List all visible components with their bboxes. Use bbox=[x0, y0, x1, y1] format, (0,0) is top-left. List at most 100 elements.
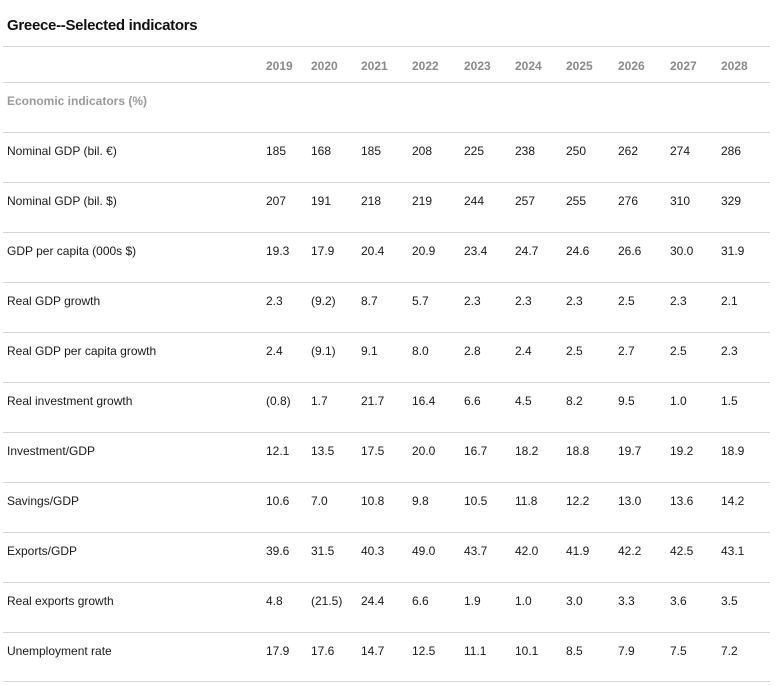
table-cell: 9.5 bbox=[618, 394, 635, 408]
table-cell: 185 bbox=[266, 144, 287, 158]
table-cell: 2.3 bbox=[566, 294, 583, 308]
table-cell: 286 bbox=[721, 144, 742, 158]
table-cell: 250 bbox=[566, 144, 587, 158]
table-cell: 185 bbox=[361, 144, 382, 158]
table-cell: 208 bbox=[412, 144, 433, 158]
table-cell: 21.7 bbox=[361, 394, 385, 408]
year-header: 2026 bbox=[618, 59, 645, 73]
year-header: 2025 bbox=[566, 59, 593, 73]
table-cell: 1.7 bbox=[311, 394, 328, 408]
table-cell: 17.6 bbox=[311, 644, 335, 658]
table-cell: 7.0 bbox=[311, 494, 328, 508]
table-cell: 12.2 bbox=[566, 494, 590, 508]
table-cell: (0.8) bbox=[266, 394, 291, 408]
table-cell: 10.6 bbox=[266, 494, 290, 508]
table-cell: 10.1 bbox=[515, 644, 539, 658]
table-cell: 2.5 bbox=[618, 294, 635, 308]
table-cell: 39.6 bbox=[266, 544, 290, 558]
table-cell: 40.3 bbox=[361, 544, 385, 558]
table-cell: 5.7 bbox=[412, 294, 429, 308]
table-cell: 3.6 bbox=[670, 594, 687, 608]
table-cell: 262 bbox=[618, 144, 639, 158]
table-cell: 7.5 bbox=[670, 644, 687, 658]
table-cell: 13.5 bbox=[311, 444, 335, 458]
table-cell: 218 bbox=[361, 194, 382, 208]
table-cell: 17.9 bbox=[266, 644, 290, 658]
table-cell: 8.7 bbox=[361, 294, 378, 308]
table-cell: 43.1 bbox=[721, 544, 745, 558]
table-cell: 12.1 bbox=[266, 444, 290, 458]
section-label: Economic indicators (%) bbox=[7, 94, 148, 108]
table-cell: 31.5 bbox=[311, 544, 335, 558]
section-row: Economic indicators (%) bbox=[3, 82, 770, 132]
row-label: Real GDP growth bbox=[7, 294, 101, 308]
table-cell: 2.4 bbox=[515, 344, 532, 358]
table-row: Investment/GDP 12.1 13.5 17.5 20.0 16.7 18.2 18… bbox=[3, 432, 770, 482]
table-cell: 20.0 bbox=[412, 444, 436, 458]
row-label: Exports/GDP bbox=[7, 544, 78, 558]
table-cell: 2.4 bbox=[266, 344, 283, 358]
table-cell: (9.2) bbox=[311, 294, 336, 308]
table-cell: 14.7 bbox=[361, 644, 385, 658]
table-cell: 6.6 bbox=[412, 594, 429, 608]
table-row: Savings/GDP 10.6 7.0 10.8 9.8 10.5 11.8 12.2 13.… bbox=[3, 482, 770, 532]
table-cell: 2.1 bbox=[721, 294, 738, 308]
table-cell: 168 bbox=[311, 144, 332, 158]
table-row: Nominal GDP (bil. €) 185 168 185 208 225 238 25… bbox=[3, 132, 770, 182]
table-cell: 24.7 bbox=[515, 244, 539, 258]
year-header: 2027 bbox=[670, 59, 697, 73]
table-cell: 19.2 bbox=[670, 444, 694, 458]
table-cell: 49.0 bbox=[412, 544, 436, 558]
table-cell: 244 bbox=[464, 194, 485, 208]
year-header: 2022 bbox=[412, 59, 439, 73]
table-cell: 6.6 bbox=[464, 394, 481, 408]
table-cell: 2.5 bbox=[670, 344, 687, 358]
table-cell: 3.3 bbox=[618, 594, 635, 608]
table-cell: 41.9 bbox=[566, 544, 590, 558]
table-cell: 10.5 bbox=[464, 494, 488, 508]
table-cell: 1.0 bbox=[670, 394, 687, 408]
table-cell: 23.4 bbox=[464, 244, 488, 258]
table-row: Real GDP per capita growth 2.4 (9.1) 9.1 8.0… bbox=[3, 332, 770, 382]
table-cell: 18.2 bbox=[515, 444, 539, 458]
table-cell: 16.7 bbox=[464, 444, 488, 458]
table-row: GDP per capita (000s $) 19.3 17.9 20.4 20.9 2… bbox=[3, 232, 770, 282]
table-cell: 9.8 bbox=[412, 494, 429, 508]
table-cell: 24.4 bbox=[361, 594, 385, 608]
table-cell: 276 bbox=[618, 194, 639, 208]
table-cell: 329 bbox=[721, 194, 742, 208]
table-cell: 13.0 bbox=[618, 494, 642, 508]
table-row: Exports/GDP 39.6 31.5 40.3 49.0 43.7 42.0 41.9 4… bbox=[3, 532, 770, 582]
table-cell: 2.3 bbox=[464, 294, 481, 308]
table-cell: 18.9 bbox=[721, 444, 745, 458]
table-cell: 12.5 bbox=[412, 644, 436, 658]
row-label: Investment/GDP bbox=[7, 444, 96, 458]
table-cell: 257 bbox=[515, 194, 536, 208]
table-cell: 18.8 bbox=[566, 444, 590, 458]
row-label: Real exports growth bbox=[7, 594, 114, 608]
table-cell: 30.0 bbox=[670, 244, 694, 258]
row-label: Savings/GDP bbox=[7, 494, 80, 508]
row-label: Nominal GDP (bil. $) bbox=[7, 194, 117, 208]
year-header: 2021 bbox=[361, 59, 388, 73]
table-cell: 31.9 bbox=[721, 244, 745, 258]
year-header: 2020 bbox=[311, 59, 338, 73]
table-cell: 2.5 bbox=[566, 344, 583, 358]
table-cell: 42.2 bbox=[618, 544, 642, 558]
table-cell: (9.1) bbox=[311, 344, 336, 358]
table-cell: 274 bbox=[670, 144, 691, 158]
table-cell: 8.0 bbox=[412, 344, 429, 358]
table-cell: 1.5 bbox=[721, 394, 738, 408]
year-header: 2024 bbox=[515, 59, 542, 73]
row-label: Real GDP per capita growth bbox=[7, 344, 157, 358]
year-header: 2019 bbox=[266, 59, 293, 73]
table-cell: 2.7 bbox=[618, 344, 635, 358]
table-row: Nominal GDP (bil. $) 207 191 218 219 244 257 25… bbox=[3, 182, 770, 232]
page-title: Greece--Selected indicators bbox=[7, 17, 198, 34]
table-cell: 191 bbox=[311, 194, 332, 208]
year-header: 2023 bbox=[464, 59, 491, 73]
table-cell: 4.5 bbox=[515, 394, 532, 408]
table-cell: 9.1 bbox=[361, 344, 378, 358]
table-row: Real investment growth (0.8) 1.7 21.7 16.4 6.… bbox=[3, 382, 770, 432]
table-cell: 238 bbox=[515, 144, 536, 158]
